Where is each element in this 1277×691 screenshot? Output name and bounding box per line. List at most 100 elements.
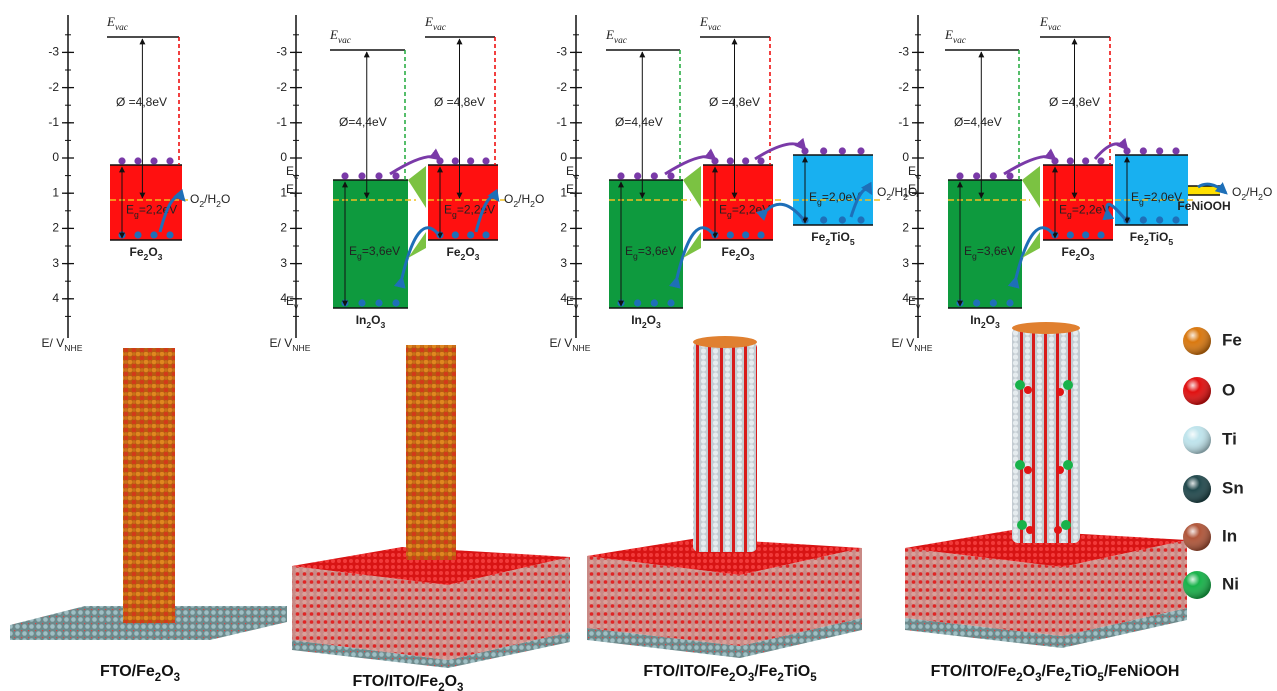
tick-label: 2 (280, 221, 287, 235)
electron (1097, 157, 1104, 164)
tick-label: 0 (560, 150, 567, 164)
material-name-part: O (371, 313, 380, 327)
tick-label: 2 (560, 221, 567, 235)
hole (990, 299, 997, 306)
tick-label: -1 (556, 115, 567, 129)
vacuum-label: Evac (1039, 14, 1062, 33)
level-label: Ev (286, 294, 299, 311)
hole (727, 231, 734, 238)
vacuum-label-part: E (944, 27, 953, 42)
tick-label: -3 (276, 45, 287, 59)
hole (820, 216, 827, 223)
hole (1067, 231, 1074, 238)
level-label-part: E (908, 294, 916, 308)
tick-label: -1 (48, 115, 59, 129)
material-name-part: O (465, 245, 474, 259)
level-label: Ec (286, 164, 299, 181)
material-name: Fe2TiO5 (1130, 230, 1174, 247)
hole (973, 299, 980, 306)
material-name-part: O (1080, 245, 1089, 259)
vacuum-label-part: vac (1048, 23, 1062, 33)
fe2tio5-rod (693, 342, 757, 552)
material-name-part: Fe (447, 245, 461, 259)
hole (857, 216, 864, 223)
material-name: In2O3 (970, 313, 1000, 330)
material-name: FeNiOOH (1177, 199, 1230, 213)
hole (452, 231, 459, 238)
tick-label: 2 (52, 221, 59, 235)
hole (392, 299, 399, 306)
hole (839, 216, 846, 223)
hole (1172, 216, 1179, 223)
level-label-part: c (294, 171, 299, 181)
axis-label: E/ VNHE (550, 336, 591, 353)
electron (341, 172, 348, 179)
axis-label-part: NHE (64, 343, 82, 353)
material-name: Fe2TiO5 (811, 230, 855, 247)
material-name-part: 5 (1168, 237, 1173, 247)
hole (134, 231, 141, 238)
tick-label: -2 (898, 80, 909, 94)
depletion (683, 166, 701, 208)
caption-part: O (1023, 663, 1035, 680)
material-name-part: 3 (158, 252, 163, 262)
redox-couple-part: O (221, 192, 230, 206)
level-label: Ec (566, 164, 579, 181)
caption-part: TiO (1071, 663, 1097, 680)
electron (375, 172, 382, 179)
electron (820, 147, 827, 154)
electron (973, 172, 980, 179)
atomic-models (10, 322, 1187, 668)
electron (651, 172, 658, 179)
tick-label: -3 (48, 45, 59, 59)
tick-label: 4 (52, 291, 59, 305)
redox-couple: O2/H2O (190, 192, 230, 209)
material-name-part: 3 (381, 320, 386, 330)
work-function: Ø=4,4eV (615, 115, 663, 129)
electron (956, 172, 963, 179)
caption-part: 3 (457, 682, 463, 691)
hole (667, 299, 674, 306)
caption-part: 5 (810, 672, 817, 684)
level-label-part: E (286, 164, 294, 178)
redox-couple-part: /H (1246, 185, 1258, 199)
caption: FTO/ITO/Fe2O3/Fe2TiO5/FeNiOOH (931, 663, 1180, 684)
work-function: Ø=4,4eV (339, 115, 387, 129)
work-function: Ø=4,4eV (954, 115, 1002, 129)
material-name-part: O (986, 313, 995, 327)
legend-label: Fe (1222, 330, 1242, 349)
caption-part: 3 (174, 672, 180, 684)
band-gap-part: =2,2eV (732, 203, 770, 217)
caption-part: O (161, 663, 173, 680)
level-label-part: v (916, 301, 921, 311)
electron (634, 172, 641, 179)
electron (134, 157, 141, 164)
axis-label-part: E/ V (42, 336, 65, 350)
vacuum-label-part: vac (953, 36, 967, 46)
material-name: Fe2O3 (447, 245, 480, 262)
material-name-part: FeNiOOH (1177, 199, 1230, 213)
tick-label: -2 (276, 80, 287, 94)
caption: FTO/Fe2O3 (100, 663, 180, 684)
tick-label: 3 (902, 256, 909, 270)
caption-part: FTO/Fe (100, 663, 155, 680)
vacuum-label: Evac (605, 27, 628, 46)
electron (118, 157, 125, 164)
electron (839, 147, 846, 154)
level-label-part: E (566, 164, 574, 178)
material-name-part: O (740, 245, 749, 259)
electron (150, 157, 157, 164)
level-label-part: E (908, 182, 916, 196)
band-gap-part: E (126, 203, 134, 217)
rod-top (1012, 322, 1080, 334)
vacuum-label-part: E (329, 27, 338, 42)
material-name-part: TiO (1149, 230, 1169, 244)
axis-label: E/ VNHE (892, 336, 933, 353)
vacuum-label-part: E (1039, 14, 1048, 29)
band-gap-part: E (719, 203, 727, 217)
material-name-part: 3 (1090, 252, 1095, 262)
hole (1082, 231, 1089, 238)
level-label: Ec (908, 164, 921, 181)
band-gap-part: =2,0eV (822, 190, 860, 204)
axis-label-part: E/ V (550, 336, 573, 350)
